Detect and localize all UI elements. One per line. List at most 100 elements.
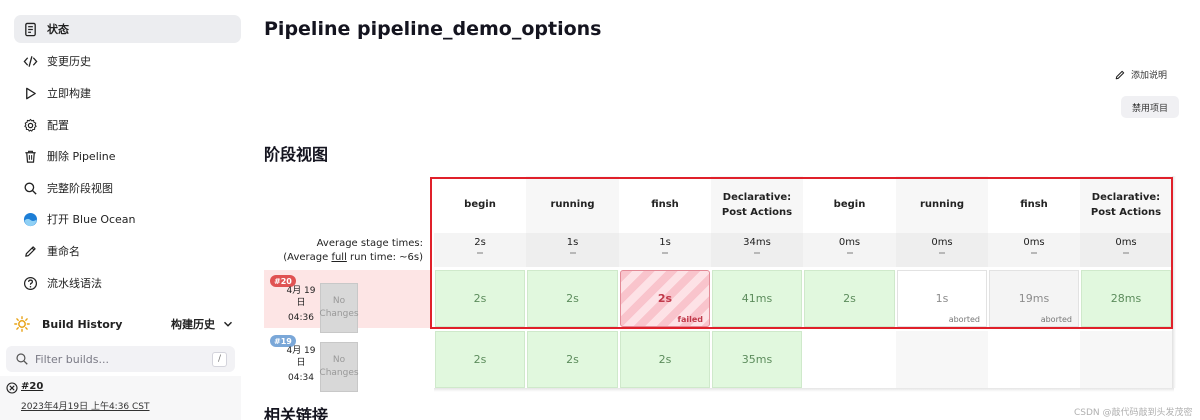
- stage-average-bar: [569, 252, 576, 254]
- stage-average-value: 1s: [566, 237, 579, 248]
- stage-header-text: Declarative: Post Actions: [722, 190, 792, 220]
- disable-project-button[interactable]: 禁用项目: [1121, 96, 1179, 118]
- build-history-title: Build History: [42, 317, 123, 331]
- stage-header: running: [896, 176, 988, 233]
- sun-icon: [14, 316, 30, 332]
- build-time: 04:36: [288, 313, 314, 324]
- stage-cell-success[interactable]: 28ms: [1081, 270, 1171, 327]
- stage-cell-success[interactable]: 2s: [527, 331, 618, 388]
- stage-duration: 41ms: [741, 292, 773, 305]
- stage-cell-aborted[interactable]: 1s aborted: [897, 270, 987, 327]
- stage-cell-aborted2[interactable]: 19ms aborted: [989, 270, 1079, 327]
- stage-name: finsh: [1020, 199, 1048, 210]
- stage-header-text: finsh: [651, 197, 679, 212]
- build-date-day: 4月 19: [286, 286, 316, 296]
- build-history-date[interactable]: 2023年4月19日 上午4:36 CST: [21, 402, 150, 412]
- build-number-badge[interactable]: #20: [270, 275, 296, 287]
- stage-duration: 2s: [473, 353, 487, 366]
- no-changes-label-1: No: [332, 355, 346, 366]
- sidebar-item-blue-ocean[interactable]: 打开 Blue Ocean: [14, 205, 241, 233]
- build-history-toggle[interactable]: 构建历史: [171, 316, 241, 332]
- build-history-number[interactable]: #20: [21, 381, 44, 392]
- aborted-status-icon: [6, 382, 18, 394]
- stage-header-text: begin: [834, 197, 866, 212]
- stage-name: running: [920, 199, 964, 210]
- no-changes-label-2: Changes: [319, 309, 359, 319]
- build-history-entry[interactable]: #20 2023年4月19日 上午4:36 CST: [0, 376, 241, 420]
- stage-average-bar: [939, 252, 945, 254]
- stage-cell-empty: [1080, 331, 1172, 388]
- gear-icon: [22, 117, 38, 133]
- stage-duration: 2s: [658, 353, 672, 366]
- stage-cell-empty: [896, 331, 988, 388]
- stage-name-line-2: Post Actions: [721, 206, 793, 218]
- stage-header: finsh: [988, 176, 1080, 233]
- stage-name: Declarative:: [722, 191, 792, 203]
- trash-icon: [22, 148, 38, 164]
- watermark: CSDN @敲代码敲到头发茂密: [1074, 408, 1193, 418]
- stage-average: 1s: [619, 233, 711, 267]
- build-date-suffix: 日: [296, 298, 306, 309]
- stage-duration: 2s: [473, 292, 487, 305]
- stage-name: begin: [464, 199, 496, 210]
- stage-duration: 2s: [566, 292, 579, 305]
- stage-cell-success[interactable]: 2s: [527, 270, 618, 327]
- sidebar-item-rename[interactable]: 重命名: [14, 237, 241, 265]
- sidebar-item-delete[interactable]: 删除 Pipeline: [14, 142, 241, 170]
- stage-duration: 1s: [935, 292, 949, 305]
- sidebar-item-changes[interactable]: 变更历史: [14, 47, 241, 75]
- stage-header-text: begin: [464, 197, 496, 212]
- stage-cell-success[interactable]: 41ms: [712, 270, 802, 327]
- filter-placeholder: Filter builds...: [35, 352, 110, 366]
- stage-average: 0ms: [988, 233, 1080, 267]
- stage-status-tag: failed: [677, 315, 703, 324]
- pencil-icon: [22, 243, 38, 259]
- stage-header-text: running: [920, 197, 964, 212]
- stage-average-value: 34ms: [743, 237, 771, 248]
- avg-run-suffix: run time: ~6s): [346, 252, 423, 263]
- stage-header: begin: [803, 176, 896, 233]
- sidebar-item-label: 状态: [47, 23, 69, 36]
- stage-average-bar: [754, 252, 760, 254]
- stage-cell-success[interactable]: 2s: [620, 331, 710, 388]
- sidebar-item-pipeline-syntax[interactable]: 流水线语法: [14, 269, 241, 297]
- related-links-heading: 相关链接: [264, 406, 329, 420]
- full-run-time-link[interactable]: full: [331, 252, 347, 263]
- stage-cell-success[interactable]: 2s: [435, 270, 525, 327]
- build-number-badge[interactable]: #19: [270, 335, 296, 347]
- stage-cell-failed[interactable]: 2s failed: [620, 270, 710, 327]
- sidebar-item-label: 重命名: [47, 245, 80, 258]
- stage-average-bar: [846, 252, 853, 254]
- blue-ocean-icon: [22, 211, 38, 227]
- search-icon: [15, 352, 29, 366]
- chevron-down-icon: [223, 321, 233, 327]
- grid-shadow-right: [1172, 176, 1176, 388]
- add-description-link[interactable]: 添加说明: [1114, 68, 1167, 81]
- stage-name: Declarative:: [1091, 191, 1161, 203]
- sidebar-item-label: 配置: [47, 119, 69, 132]
- stage-duration: 2s: [657, 292, 673, 305]
- stage-average-value: 2s: [474, 237, 486, 248]
- sidebar-item-full-stage-view[interactable]: 完整阶段视图: [14, 174, 241, 202]
- filter-builds-input[interactable]: Filter builds... /: [6, 346, 235, 372]
- search-icon: [22, 180, 38, 196]
- stage-cell-success[interactable]: 2s: [804, 270, 895, 327]
- stage-average-value: 0ms: [1115, 237, 1137, 248]
- stage-average-bar: [1031, 252, 1037, 254]
- stage-cell-success[interactable]: 35ms: [712, 331, 802, 388]
- stage-name: begin: [833, 199, 866, 210]
- play-icon: [22, 85, 38, 101]
- sidebar-item-status[interactable]: 状态: [14, 15, 241, 43]
- stage-header-text: Declarative: Post Actions: [1091, 190, 1161, 220]
- sidebar: 状态 变更历史 立即构建 配置 删除 Pipeline 完整阶段视图: [0, 0, 250, 420]
- stage-average-value: 1s: [659, 237, 671, 248]
- stage-cell-success[interactable]: 2s: [435, 331, 525, 388]
- sidebar-item-label: 打开 Blue Ocean: [47, 213, 136, 226]
- sidebar-item-configure[interactable]: 配置: [14, 111, 241, 139]
- sidebar-item-label: 完整阶段视图: [47, 182, 113, 195]
- stage-status-tag: aborted: [1040, 315, 1072, 324]
- build-date: 4月 19 日 04:36: [286, 285, 316, 324]
- sidebar-item-build-now[interactable]: 立即构建: [14, 79, 241, 107]
- stage-status-tag: aborted: [948, 315, 980, 324]
- document-icon: [22, 21, 38, 37]
